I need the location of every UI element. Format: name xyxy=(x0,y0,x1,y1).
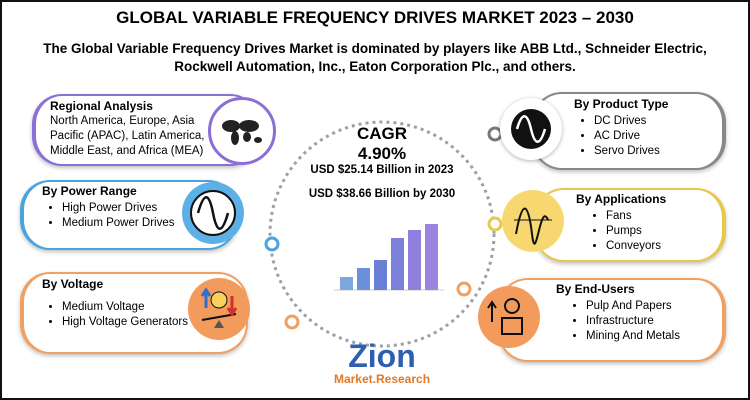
segment-title: By End-Users xyxy=(556,282,635,296)
cagr-label: CAGR xyxy=(356,124,408,143)
segment-item: Conveyors xyxy=(606,239,712,254)
logo-name: Zion xyxy=(348,338,416,374)
segment-title: Regional Analysis xyxy=(50,99,153,113)
icon xyxy=(188,278,250,340)
segment-box: By Applications FansPumpsConveyors xyxy=(534,188,726,262)
segment-item: High Power Drives xyxy=(62,201,182,216)
subtitle: The Global Variable Frequency Drives Mar… xyxy=(43,41,707,74)
icon xyxy=(208,97,276,165)
segment-item: Pumps xyxy=(606,224,712,239)
segment-item: Servo Drives xyxy=(594,144,712,159)
logo: Zion Market.Research xyxy=(320,340,444,386)
segment-item: Medium Power Drives xyxy=(62,216,182,231)
segment-title: By Applications xyxy=(576,192,667,206)
segment-title: By Product Type xyxy=(574,97,669,111)
segment-item: Infrastructure xyxy=(586,314,696,329)
icon xyxy=(182,182,244,244)
segment-item: DC Drives xyxy=(594,114,712,129)
segment-title: By Voltage xyxy=(42,277,104,291)
segment-item: Mining And Metals xyxy=(586,329,696,344)
icon xyxy=(502,190,564,252)
segment-title: By Power Range xyxy=(42,184,137,198)
logo-sub: Market.Research xyxy=(333,372,431,386)
value-2023: USD $25.14 Billion in 2023 xyxy=(310,164,454,176)
segment-item: High Voltage Generators xyxy=(62,315,192,330)
icon xyxy=(500,98,562,160)
title: GLOBAL VARIABLE FREQUENCY DRIVES MARKET … xyxy=(116,8,634,27)
center: CAGR 4.90% USD $25.14 Billion in 2023 US… xyxy=(302,124,462,200)
segment-item: Pulp And Papers xyxy=(586,299,696,314)
segment-item: AC Drive xyxy=(594,129,712,144)
segment-item: Fans xyxy=(606,209,712,224)
value-2030: USD $38.66 Billion by 2030 xyxy=(308,188,456,200)
cagr: 4.90% xyxy=(357,144,407,163)
segment-text: North America, Europe, Asia Pacific (APA… xyxy=(50,115,205,157)
icon xyxy=(478,286,540,348)
segment-item: Medium Voltage xyxy=(62,300,192,315)
segment-box: By Product Type DC DrivesAC DriveServo D… xyxy=(532,92,726,170)
